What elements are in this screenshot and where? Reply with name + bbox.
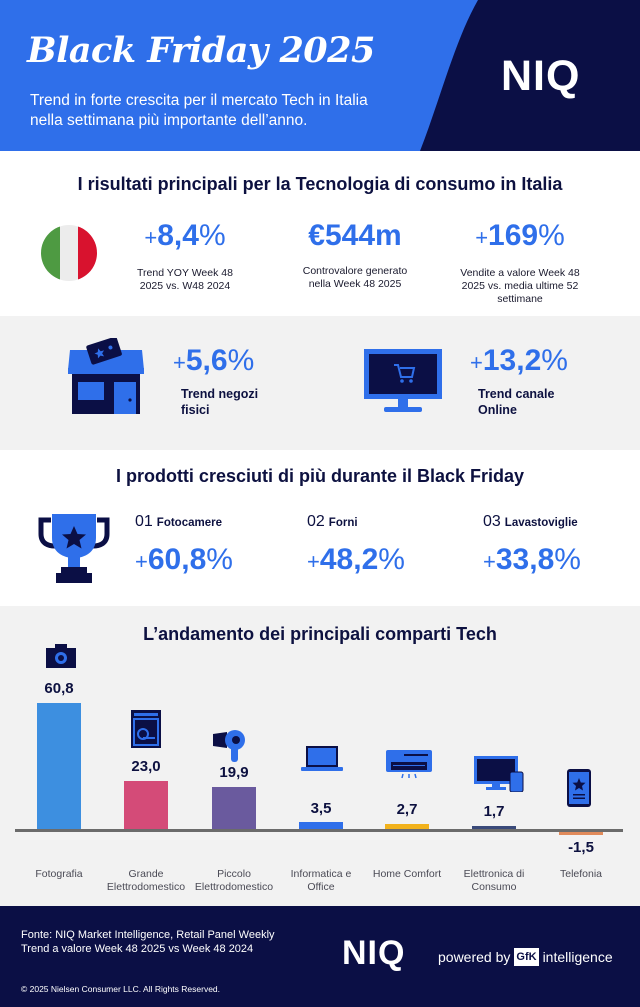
category-label: Informatica e Office [290, 868, 352, 893]
tv-tablet-icon [474, 756, 524, 792]
bar-telefonia [559, 832, 603, 835]
section-title-top-products: I prodotti cresciuti di più durante il B… [115, 466, 525, 486]
category-label: Grande Elettrodomestico [106, 868, 186, 893]
trophy-icon [38, 514, 110, 583]
bar-value-label: -1,5 [568, 839, 594, 856]
bar-fotografia [37, 703, 81, 829]
product-rank: 03 Lavastoviglie [483, 513, 578, 530]
key-results-section: I risultati principali per la Tecnologia… [0, 151, 640, 316]
powered-by-gfk: powered by GfK intelligence [438, 948, 613, 966]
category-label: Fotografia [35, 868, 83, 880]
camera-icon [46, 644, 76, 668]
copyright: © 2025 Nielsen Consumer LLC. All Rights … [21, 984, 221, 994]
store-icon [68, 338, 144, 414]
kpi-value: +8,4% [144, 219, 226, 252]
product-rank: 01 Fotocamere [135, 513, 222, 530]
bar-value-label: 2,7 [396, 801, 418, 818]
product-rank: 02 Forni [307, 513, 358, 530]
header-banner: Black Friday 2025 Trend in forte crescit… [0, 0, 640, 151]
gfk-logo: GfK [514, 948, 539, 966]
kpi-sales-vs-average: +169% Vendite a valore Week 48 2025 vs. m… [450, 219, 590, 306]
source-line-2: Trend a valore Week 48 2025 vs Week 48 2… [21, 943, 254, 955]
bar-value-label: 23,0 [131, 758, 161, 775]
category-label: Elettronica di Consumo [463, 868, 525, 893]
category-label: Home Comfort [372, 868, 442, 880]
powered-by-text: powered by [438, 949, 511, 965]
bar-informatica-office [299, 822, 343, 829]
kpi-yoy-trend: +8,4% Trend YOY Week 48 2025 vs. W48 2024 [120, 219, 250, 293]
product-growth: +60,8% [135, 543, 233, 576]
laptop-icon [301, 746, 343, 771]
chart-title: L’andamento dei principali comparti Tech [143, 624, 497, 644]
bar-value-label: 19,9 [219, 764, 249, 781]
subtitle-line-2: nella settimana più importante dell’anno… [30, 112, 308, 129]
channel-label: Trend canale Online [478, 387, 555, 417]
bar-piccolo-elettrodomestico [212, 787, 256, 829]
kpi-value: +169% [475, 219, 565, 252]
dishwasher-icon [131, 710, 161, 748]
top-product-1: 01 Fotocamere +60,8% [135, 513, 233, 577]
footer: Fonte: NIQ Market Intelligence, Retail P… [0, 906, 640, 1007]
source-line-1: Fonte: NIQ Market Intelligence, Retail P… [21, 929, 275, 941]
source-note: Fonte: NIQ Market Intelligence, Retail P… [21, 928, 275, 956]
smartphone-icon [567, 769, 591, 807]
top-products-section: I prodotti cresciuti di più durante il B… [0, 450, 640, 606]
subtitle-line-1: Trend in forte crescita per il mercato T… [30, 92, 368, 109]
channel-online: +13,2% Trend canale Online [470, 344, 588, 418]
kpi-description: Vendite a valore Week 48 2025 vs. media u… [460, 267, 580, 305]
kpi-value: €544m [308, 219, 402, 252]
category-label: Telefonia [559, 868, 603, 880]
channel-value: +5,6% [173, 344, 255, 377]
kpi-description: Controvalore generato nella Week 48 2025 [302, 265, 408, 290]
top-product-2: 02 Forni +48,2% [307, 513, 405, 577]
page-title: Black Friday 2025 [27, 30, 375, 71]
chart-baseline [15, 829, 623, 832]
header-blue-shape [0, 0, 478, 151]
channel-label: Trend negozi fisici [181, 387, 259, 417]
product-growth: +33,8% [483, 543, 581, 576]
niq-logo: NIQ [501, 52, 581, 100]
bar-elettronica-consumo [472, 826, 516, 829]
bar-value-label: 3,5 [310, 800, 332, 817]
channel-value: +13,2% [470, 344, 568, 377]
intelligence-text: intelligence [542, 949, 613, 965]
bar-grande-elettrodomestico [124, 781, 168, 829]
section-title-key-results: I risultati principali per la Tecnologia… [77, 174, 563, 194]
top-product-3: 03 Lavastoviglie +33,8% [483, 513, 581, 577]
niq-footer-logo: NIQ [342, 934, 406, 972]
online-shop-monitor-icon [364, 349, 442, 412]
bar-value-label: 1,7 [483, 803, 505, 820]
category-label: Piccolo Elettrodomestico [194, 868, 274, 893]
air-conditioner-icon [386, 750, 432, 779]
channel-physical-stores: +5,6% Trend negozi fisici [173, 344, 291, 418]
sector-chart-section: L’andamento dei principali comparti Tech [0, 606, 640, 906]
kpi-value-generated: €544m Controvalore generato nella Week 48… [285, 219, 425, 291]
kpi-description: Trend YOY Week 48 2025 vs. W48 2024 [137, 267, 233, 292]
channels-section: +5,6% Trend negozi fisici +13,2% Trend ca… [0, 316, 640, 450]
italy-flag-icon [41, 225, 97, 281]
header-subtitle: Trend in forte crescita per il mercato T… [30, 91, 420, 131]
product-growth: +48,2% [307, 543, 405, 576]
bar-value-label: 60,8 [44, 680, 74, 697]
bar-home-comfort [385, 824, 429, 829]
hair-dryer-icon [213, 730, 245, 762]
